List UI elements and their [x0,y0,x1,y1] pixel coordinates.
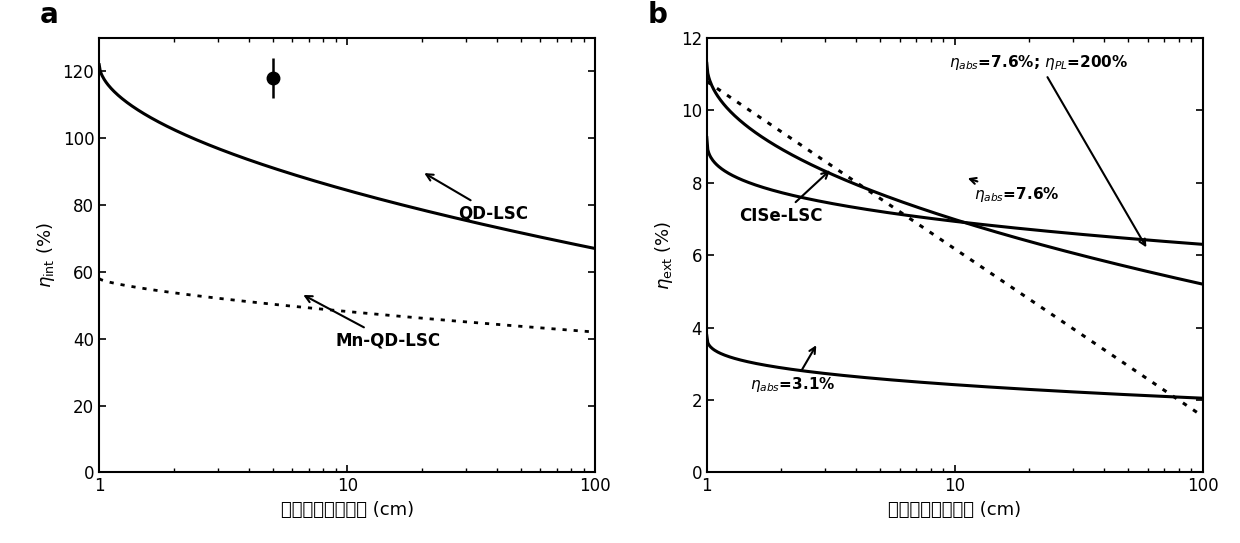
Y-axis label: $\eta_{\mathrm{ext}}$ (%): $\eta_{\mathrm{ext}}$ (%) [653,220,675,290]
Text: QD-LSC: QD-LSC [427,174,528,223]
Text: a: a [40,1,58,29]
Y-axis label: $\eta_{\mathrm{int}}$ (%): $\eta_{\mathrm{int}}$ (%) [35,223,57,288]
Text: CISe-LSC: CISe-LSC [739,172,828,225]
Text: Mn-QD-LSC: Mn-QD-LSC [305,296,441,350]
Text: $\eta_{abs}$=7.6%; $\eta_{PL}$=200%: $\eta_{abs}$=7.6%; $\eta_{PL}$=200% [950,53,1146,245]
Text: b: b [647,1,667,29]
X-axis label: 太阳能聚光板尺寸 (cm): 太阳能聚光板尺寸 (cm) [280,501,414,519]
Text: $\eta_{abs}$=3.1%: $\eta_{abs}$=3.1% [750,347,836,394]
X-axis label: 太阳能聚光板尺寸 (cm): 太阳能聚光板尺寸 (cm) [888,501,1022,519]
Text: $\eta_{abs}$=7.6%: $\eta_{abs}$=7.6% [970,178,1060,204]
